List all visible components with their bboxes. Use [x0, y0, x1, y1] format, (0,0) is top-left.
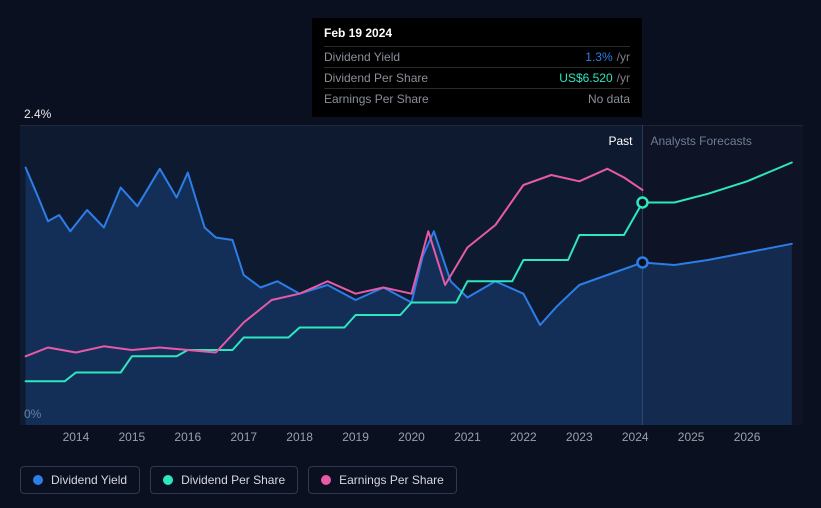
legend-label: Dividend Yield — [51, 473, 127, 487]
legend-swatch — [33, 475, 43, 485]
legend-dividend_per_share[interactable]: Dividend Per Share — [150, 466, 298, 494]
legend-label: Earnings Per Share — [339, 473, 444, 487]
tooltip-date: Feb 19 2024 — [324, 26, 630, 40]
tooltip-row-1: Dividend Per Share US$6.520/yr — [324, 67, 630, 88]
tooltip-row-value: No data — [588, 92, 630, 106]
tooltip-row-0: Dividend Yield 1.3% /yr — [324, 46, 630, 67]
x-axis: 2014 2015 2016 2017 2018 2019 2020 2021 2022 2023… — [20, 430, 803, 450]
region-past-label: Past — [608, 134, 632, 148]
x-tick-2023: 2023 — [566, 430, 593, 444]
tooltip-row-label: Dividend Per Share — [324, 71, 428, 85]
tooltip-row-suffix: /yr — [617, 50, 630, 64]
legend-earnings_per_share[interactable]: Earnings Per Share — [308, 466, 457, 494]
legend-dividend_yield[interactable]: Dividend Yield — [20, 466, 140, 494]
x-tick-2020: 2020 — [398, 430, 425, 444]
x-tick-2014: 2014 — [63, 430, 90, 444]
tooltip-row-suffix: /yr — [617, 71, 630, 85]
region-forecast-label: Analysts Forecasts — [650, 134, 751, 148]
x-tick-2017: 2017 — [230, 430, 257, 444]
tooltip-row-label: Dividend Yield — [324, 50, 400, 64]
tooltip-row-label: Earnings Per Share — [324, 92, 429, 106]
legend-label: Dividend Per Share — [181, 473, 285, 487]
tooltip-row-value: 1.3% — [585, 50, 612, 64]
legend-swatch — [321, 475, 331, 485]
x-tick-2015: 2015 — [118, 430, 145, 444]
y-tick-max: 2.4% — [24, 107, 51, 121]
x-tick-2016: 2016 — [174, 430, 201, 444]
tooltip-row-2: Earnings Per Share No data — [324, 88, 630, 109]
marker-dividend_yield — [637, 258, 647, 268]
x-tick-2025: 2025 — [678, 430, 705, 444]
legend: Dividend Yield Dividend Per Share Earnings… — [20, 466, 457, 494]
x-tick-2019: 2019 — [342, 430, 369, 444]
chart-plot[interactable] — [20, 125, 803, 425]
x-tick-2022: 2022 — [510, 430, 537, 444]
x-tick-2021: 2021 — [454, 430, 481, 444]
legend-swatch — [163, 475, 173, 485]
x-tick-2024: 2024 — [622, 430, 649, 444]
marker-dividend_per_share — [637, 198, 647, 208]
x-tick-2026: 2026 — [734, 430, 761, 444]
tooltip-row-value: US$6.520 — [559, 71, 612, 85]
tooltip: Feb 19 2024 Dividend Yield1.3%/yrDividen… — [312, 18, 642, 117]
x-tick-2018: 2018 — [286, 430, 313, 444]
